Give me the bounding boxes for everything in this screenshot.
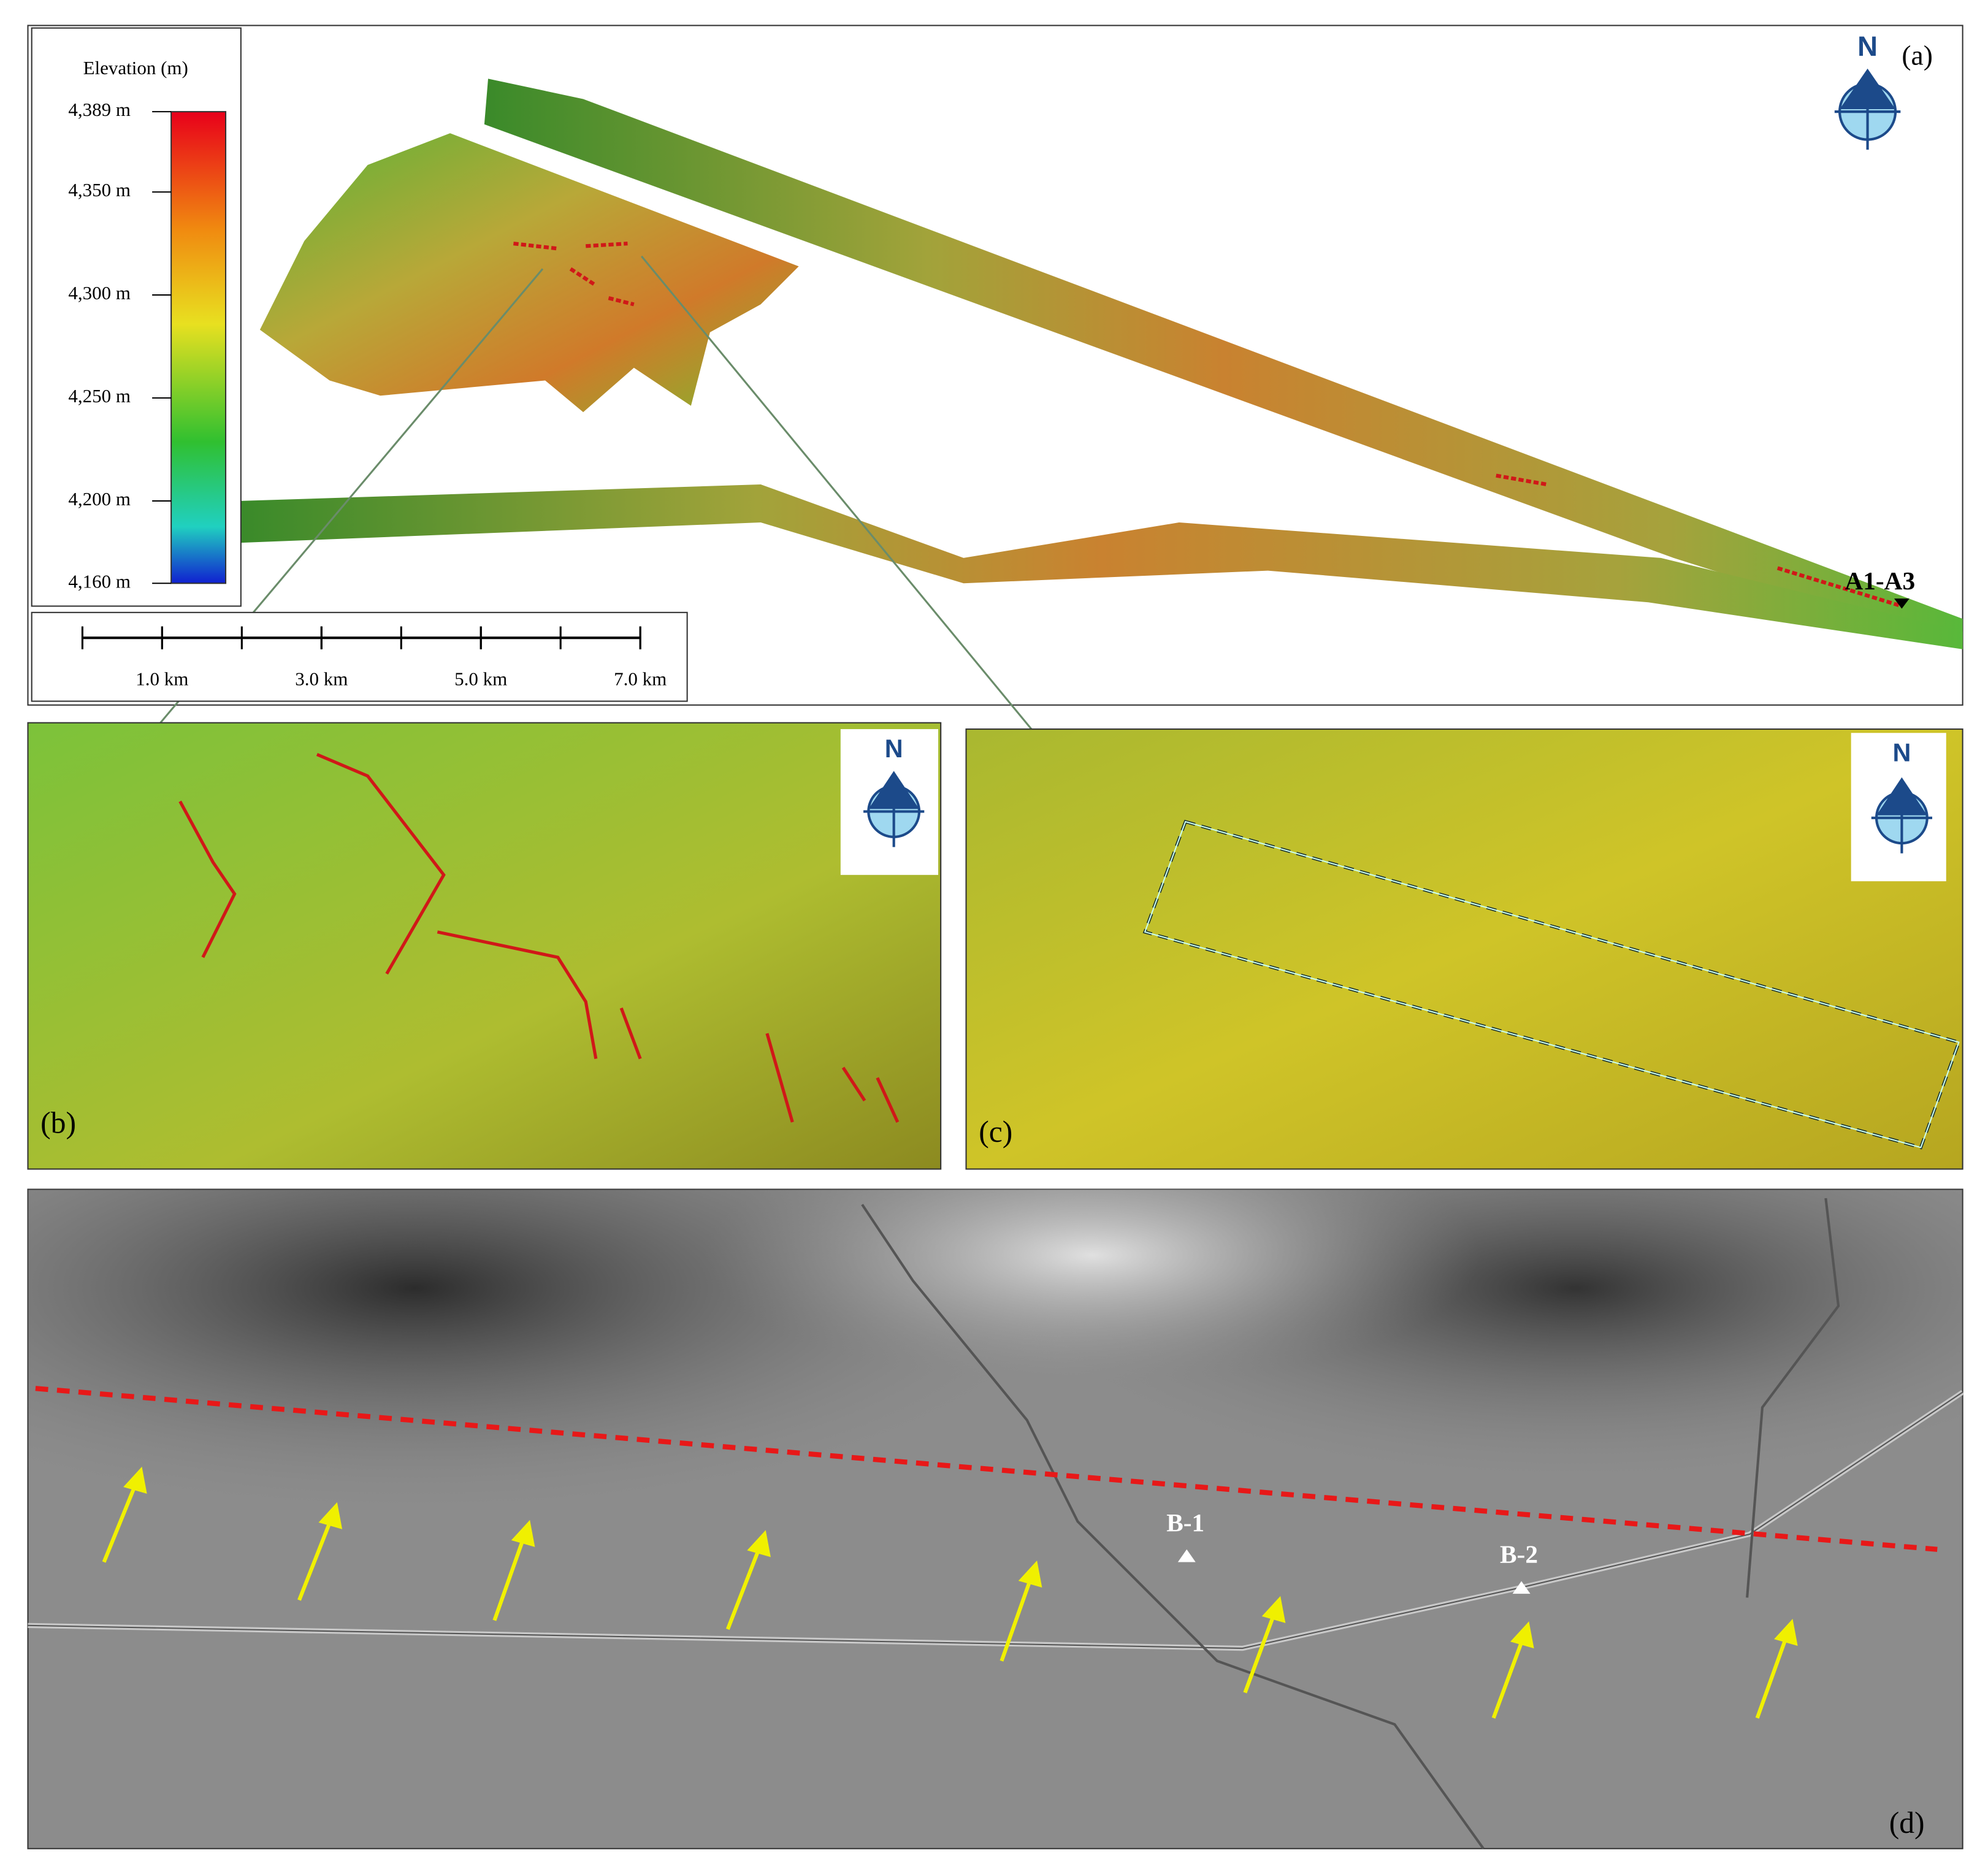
terrain-fan xyxy=(259,133,799,413)
site-marker xyxy=(1512,1581,1531,1594)
legend-tick-label: 4,389 m xyxy=(68,99,131,120)
legend-tick-label: 4,250 m xyxy=(68,385,131,407)
site-marker xyxy=(1894,598,1910,609)
north-arrow: N xyxy=(1834,31,1901,150)
terrain-strip xyxy=(484,78,1963,649)
panel-b xyxy=(27,722,942,1170)
panel-label: (d) xyxy=(1889,1806,1925,1840)
legend-title: Elevation (m) xyxy=(83,57,188,78)
hillshade xyxy=(28,1189,1963,1849)
site-label: B-2 xyxy=(1500,1540,1538,1569)
scale-tick-label: 5.0 km xyxy=(454,668,507,690)
terrain-band xyxy=(240,484,1963,649)
highlight-box-outline xyxy=(1144,820,1960,1149)
colorbar xyxy=(170,111,227,584)
north-label: N xyxy=(1892,738,1911,766)
panel-c xyxy=(965,728,1963,1170)
north-label: N xyxy=(885,735,903,763)
north-label: N xyxy=(1857,31,1878,62)
stream xyxy=(861,1198,1840,1849)
fault-line xyxy=(35,1386,1938,1552)
scale-tick-label: 1.0 km xyxy=(136,668,188,690)
scale-tick-label: 3.0 km xyxy=(295,668,348,690)
north-arrow: N xyxy=(1871,738,1933,854)
panel-label: (b) xyxy=(40,1106,76,1140)
north-arrow: N xyxy=(863,735,925,847)
legend-tick-label: 4,350 m xyxy=(68,179,131,201)
scale-bar-box xyxy=(31,611,688,702)
legend-tick-label: 4,200 m xyxy=(68,488,131,510)
panel-label: (a) xyxy=(1902,40,1932,71)
scale-tick-label: 7.0 km xyxy=(614,668,667,690)
fault-traces xyxy=(178,753,900,1123)
yellow-arrows xyxy=(102,1466,1798,1719)
site-marker xyxy=(1177,1549,1196,1562)
panel-label: (c) xyxy=(979,1115,1012,1149)
legend-tick-label: 4,300 m xyxy=(68,282,131,304)
site-label: A1-A3 xyxy=(1845,567,1915,595)
site-label: B-1 xyxy=(1166,1508,1204,1537)
legend-tick-label: 4,160 m xyxy=(68,570,131,592)
